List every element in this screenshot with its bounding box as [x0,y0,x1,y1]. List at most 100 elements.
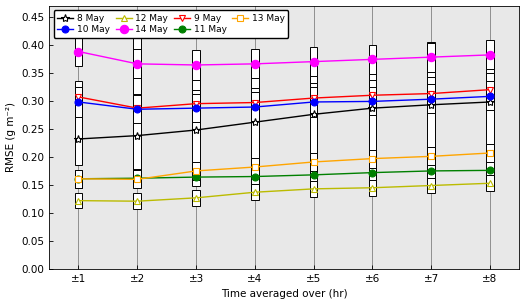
12 May [193,196,199,200]
Bar [192,162,200,180]
Bar [310,166,318,184]
Bar [486,81,494,110]
Bar [310,153,318,171]
Bar [133,170,141,188]
11 May [428,169,434,173]
13 May [310,160,317,164]
11 May [487,169,493,172]
11 May [369,171,375,174]
Bar [486,40,494,70]
Bar [192,94,200,122]
13 May [134,178,140,181]
Bar [310,47,318,76]
11 May [193,175,199,179]
Bar [133,169,141,187]
Bar [427,178,435,193]
Bar [486,161,494,179]
Bar [310,83,318,113]
Bar [310,181,318,197]
X-axis label: Time averaged over (hr): Time averaged over (hr) [221,289,348,300]
11 May [310,173,317,177]
14 May [251,62,258,66]
8 May [310,113,317,116]
9 May [369,93,375,97]
8 May [487,100,493,104]
Bar [75,37,82,66]
11 May [251,175,258,178]
Bar [486,74,494,105]
14 May [310,60,317,63]
Line: 10 May: 10 May [75,93,493,113]
Line: 11 May: 11 May [75,167,493,182]
13 May [428,155,434,158]
Bar [427,162,435,180]
Bar [369,80,376,110]
11 May [76,177,82,181]
Bar [427,42,435,160]
Bar [369,150,376,167]
13 May [251,165,258,169]
Bar [133,193,141,209]
12 May [369,186,375,190]
Legend: 8 May, 10 May, 12 May, 14 May, 9 May, 11 May, 13 May: 8 May, 10 May, 12 May, 14 May, 9 May, 11… [54,10,288,38]
Bar [310,56,318,163]
10 May [193,106,199,110]
8 May [428,103,434,107]
Bar [486,175,494,191]
12 May [134,199,140,203]
12 May [487,181,493,185]
Bar [251,92,259,121]
Bar [486,144,494,162]
9 May [193,102,199,106]
8 May [369,106,375,110]
Bar [192,90,200,118]
Bar [133,94,141,122]
Bar [369,45,376,74]
8 May [193,128,199,132]
Bar [75,104,82,165]
8 May [76,137,82,141]
Bar [192,168,200,186]
10 May [369,100,375,103]
Bar [427,147,435,165]
Line: 13 May: 13 May [75,149,493,183]
Bar [369,56,376,157]
9 May [428,92,434,95]
Bar [251,158,259,176]
13 May [193,169,199,173]
13 May [76,177,82,181]
Bar [369,87,376,115]
Bar [427,77,435,108]
10 May [251,105,258,109]
12 May [310,187,317,191]
9 May [76,95,82,99]
10 May [134,107,140,111]
10 May [428,97,434,101]
11 May [134,176,140,180]
Line: 8 May: 8 May [75,98,494,143]
Bar [75,87,82,117]
9 May [487,88,493,91]
Bar [75,81,82,112]
14 May [428,55,434,59]
8 May [251,120,258,124]
Line: 12 May: 12 May [75,180,493,205]
10 May [310,100,317,104]
Bar [192,50,200,80]
9 May [134,106,140,110]
Bar [369,164,376,181]
13 May [487,151,493,155]
Bar [251,185,259,200]
9 May [310,96,317,100]
10 May [487,95,493,98]
14 May [369,58,375,61]
Bar [75,170,82,188]
Bar [427,43,435,72]
10 May [76,100,82,104]
Bar [251,49,259,78]
9 May [251,101,258,104]
Bar [133,31,141,171]
8 May [134,134,140,138]
12 May [428,184,434,187]
Bar [251,167,259,185]
